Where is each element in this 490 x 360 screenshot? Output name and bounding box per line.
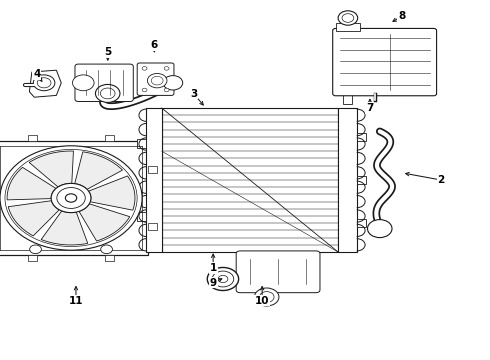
- Circle shape: [164, 88, 169, 92]
- Text: 11: 11: [69, 296, 83, 306]
- Wedge shape: [7, 167, 56, 200]
- Circle shape: [163, 76, 183, 90]
- Circle shape: [0, 146, 142, 250]
- Circle shape: [73, 75, 94, 91]
- Bar: [28, 135, 37, 141]
- Bar: [357, 133, 366, 141]
- Circle shape: [338, 11, 358, 25]
- Text: 10: 10: [255, 296, 270, 306]
- Bar: [137, 139, 146, 148]
- Wedge shape: [79, 204, 130, 241]
- Bar: [105, 135, 114, 141]
- Wedge shape: [41, 211, 88, 245]
- FancyBboxPatch shape: [236, 251, 320, 293]
- Wedge shape: [8, 201, 59, 236]
- Text: 3: 3: [190, 89, 197, 99]
- Wedge shape: [74, 152, 122, 189]
- Circle shape: [368, 220, 392, 238]
- Bar: [105, 255, 114, 261]
- Bar: [357, 176, 366, 184]
- Bar: [148, 223, 157, 230]
- Circle shape: [51, 183, 91, 213]
- Wedge shape: [89, 176, 135, 210]
- Circle shape: [147, 73, 167, 88]
- Bar: [162, 108, 338, 252]
- Circle shape: [164, 67, 169, 70]
- Circle shape: [207, 267, 239, 291]
- Bar: [338, 108, 357, 252]
- Circle shape: [5, 149, 137, 247]
- Circle shape: [342, 14, 354, 22]
- Circle shape: [142, 67, 147, 70]
- Text: 1: 1: [210, 263, 217, 273]
- Circle shape: [65, 194, 77, 202]
- Bar: [343, 94, 352, 104]
- Bar: [137, 211, 146, 220]
- Bar: [146, 108, 162, 252]
- Bar: [336, 23, 360, 31]
- Text: 8: 8: [398, 11, 405, 21]
- Circle shape: [218, 275, 228, 283]
- FancyBboxPatch shape: [333, 28, 437, 96]
- Text: 9: 9: [210, 278, 217, 288]
- Bar: [28, 255, 37, 261]
- Bar: [148, 166, 157, 173]
- Polygon shape: [29, 70, 61, 97]
- Bar: [0, 141, 148, 255]
- FancyBboxPatch shape: [75, 64, 133, 102]
- Circle shape: [212, 271, 234, 287]
- Text: 4: 4: [33, 69, 41, 79]
- Text: 7: 7: [366, 103, 374, 113]
- Circle shape: [101, 245, 112, 253]
- Text: 6: 6: [151, 40, 158, 50]
- Circle shape: [33, 75, 55, 91]
- Circle shape: [96, 85, 120, 103]
- Circle shape: [37, 78, 51, 88]
- Circle shape: [142, 88, 147, 92]
- Circle shape: [259, 292, 274, 302]
- Text: 5: 5: [104, 47, 111, 57]
- Bar: [357, 219, 366, 227]
- Circle shape: [254, 288, 279, 306]
- Circle shape: [29, 245, 41, 253]
- Text: 2: 2: [438, 175, 444, 185]
- Circle shape: [151, 76, 163, 85]
- FancyBboxPatch shape: [137, 63, 174, 95]
- Circle shape: [57, 188, 85, 208]
- Wedge shape: [29, 151, 74, 187]
- Circle shape: [100, 88, 115, 99]
